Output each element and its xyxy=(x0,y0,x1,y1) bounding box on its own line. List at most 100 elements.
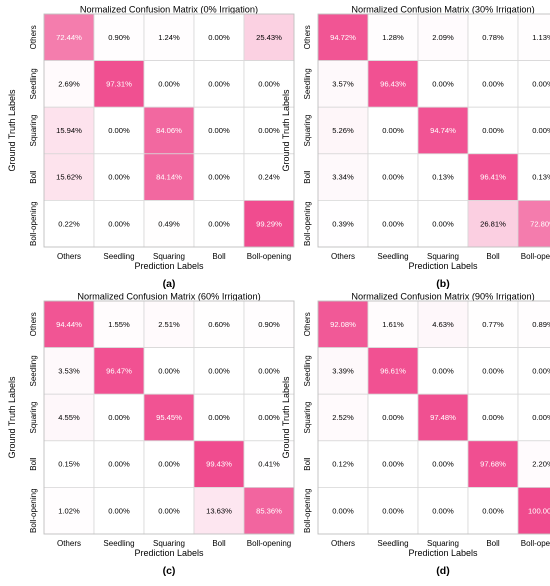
matrix-cell xyxy=(467,106,519,155)
matrix-cell xyxy=(517,300,550,348)
cell-value-label: 1.61% xyxy=(382,320,404,329)
cell-value-label: 2.69% xyxy=(58,80,80,89)
cell-value-label: 3.53% xyxy=(58,367,80,376)
matrix-cell xyxy=(517,199,550,248)
cell-value-label: 0.00% xyxy=(382,126,404,135)
cell-value-label: 95.45% xyxy=(156,413,182,422)
cell-value-label: 0.00% xyxy=(208,413,230,422)
y-axis-label: Ground Truth Labels xyxy=(7,376,17,459)
panel-label: (c) xyxy=(163,565,176,577)
matrix-cell xyxy=(243,440,295,488)
x-axis-label: Prediction Labels xyxy=(408,548,478,558)
matrix-frame xyxy=(317,13,550,248)
cell-value-label: 0.00% xyxy=(532,413,550,422)
cell-value-label: 0.00% xyxy=(432,367,454,376)
cell-value-label: 3.39% xyxy=(332,367,354,376)
x-axis-label: Prediction Labels xyxy=(134,261,204,271)
x-tick-label: Others xyxy=(57,252,81,261)
cell-value-label: 0.00% xyxy=(108,460,130,469)
x-tick-label: Boll xyxy=(212,252,226,261)
cell-value-label: 99.43% xyxy=(206,460,232,469)
x-tick-label: Seedling xyxy=(377,252,408,261)
chart-title: Normalized Confusion Matrix (30% Irrigat… xyxy=(351,5,534,15)
matrix-cell xyxy=(193,486,245,535)
y-tick-label: Squaring xyxy=(303,114,312,146)
cell-value-label: 2.51% xyxy=(158,320,180,329)
y-tick-label: Seedling xyxy=(29,68,38,99)
matrix-frame xyxy=(43,300,295,535)
cell-value-label: 0.00% xyxy=(108,413,130,422)
matrix-cell xyxy=(367,347,419,395)
cell-value-label: 0.00% xyxy=(208,33,230,42)
x-tick-label: Seedling xyxy=(377,539,408,548)
cell-value-label: 0.00% xyxy=(108,173,130,182)
matrix-cell xyxy=(517,153,550,201)
y-axis-label: Ground Truth Labels xyxy=(281,376,291,459)
matrix-cell xyxy=(367,393,419,442)
y-axis-label: Ground Truth Labels xyxy=(7,89,17,172)
cell-value-label: 3.34% xyxy=(332,173,354,182)
matrix-cell xyxy=(367,486,419,535)
matrix-frame xyxy=(43,13,295,248)
confusion-matrix-panel: Normalized Confusion Matrix (90% Irrigat… xyxy=(281,292,550,577)
cell-value-label: 94.44% xyxy=(56,320,82,329)
x-tick-label: Others xyxy=(57,539,81,548)
matrix-cell xyxy=(243,199,295,248)
cell-value-label: 0.89% xyxy=(532,320,550,329)
matrix-cell xyxy=(93,106,145,155)
matrix-cell xyxy=(367,60,419,108)
cell-value-label: 2.09% xyxy=(432,33,454,42)
cell-value-label: 0.00% xyxy=(208,126,230,135)
matrix-cell xyxy=(467,199,519,248)
cell-value-label: 0.13% xyxy=(432,173,454,182)
matrix-cell xyxy=(143,60,195,108)
matrix-cell xyxy=(143,199,195,248)
x-tick-label: Boll-opening xyxy=(247,252,291,261)
cell-value-label: 0.22% xyxy=(58,219,80,228)
cell-value-label: 4.55% xyxy=(58,413,80,422)
cell-value-label: 1.24% xyxy=(158,33,180,42)
matrix-cell xyxy=(193,393,245,442)
cell-value-label: 1.55% xyxy=(108,320,130,329)
x-tick-label: Squaring xyxy=(153,252,185,261)
matrix-cell xyxy=(43,393,95,442)
cell-value-label: 2.52% xyxy=(332,413,354,422)
cell-value-label: 92.08% xyxy=(330,320,356,329)
cell-value-label: 3.57% xyxy=(332,80,354,89)
matrix-cell xyxy=(193,106,245,155)
cell-value-label: 13.63% xyxy=(206,506,232,515)
cell-value-label: 0.78% xyxy=(482,33,504,42)
cell-value-label: 0.00% xyxy=(482,80,504,89)
matrix-cell xyxy=(317,393,369,442)
cell-value-label: 0.13% xyxy=(532,173,550,182)
cell-value-label: 72.44% xyxy=(56,33,82,42)
cell-value-label: 0.00% xyxy=(382,173,404,182)
cell-value-label: 0.00% xyxy=(158,506,180,515)
x-tick-label: Boll-opening xyxy=(521,252,550,261)
matrix-cell xyxy=(467,13,519,61)
matrix-cell xyxy=(517,60,550,108)
cell-value-label: 96.41% xyxy=(480,173,506,182)
cell-value-label: 97.48% xyxy=(430,413,456,422)
matrix-cell xyxy=(317,60,369,108)
cell-value-label: 2.20% xyxy=(532,460,550,469)
cell-value-label: 15.62% xyxy=(56,173,82,182)
matrix-cell xyxy=(43,13,95,61)
y-tick-label: Others xyxy=(303,25,312,49)
cell-value-label: 0.60% xyxy=(208,320,230,329)
matrix-cell xyxy=(93,199,145,248)
matrix-cell xyxy=(93,13,145,61)
x-tick-label: Boll xyxy=(212,539,226,548)
y-tick-label: Boll-opening xyxy=(29,488,38,532)
panel-label: (a) xyxy=(163,278,176,290)
y-tick-label: Seedling xyxy=(303,68,312,99)
matrix-cell xyxy=(467,300,519,348)
matrix-cell xyxy=(317,106,369,155)
cell-value-label: 0.00% xyxy=(158,460,180,469)
cell-value-label: 0.49% xyxy=(158,219,180,228)
matrix-cell xyxy=(317,199,369,248)
cell-value-label: 0.90% xyxy=(108,33,130,42)
cell-value-label: 97.68% xyxy=(480,460,506,469)
y-tick-label: Boll-opening xyxy=(303,488,312,532)
cell-value-label: 72.80% xyxy=(530,219,550,228)
